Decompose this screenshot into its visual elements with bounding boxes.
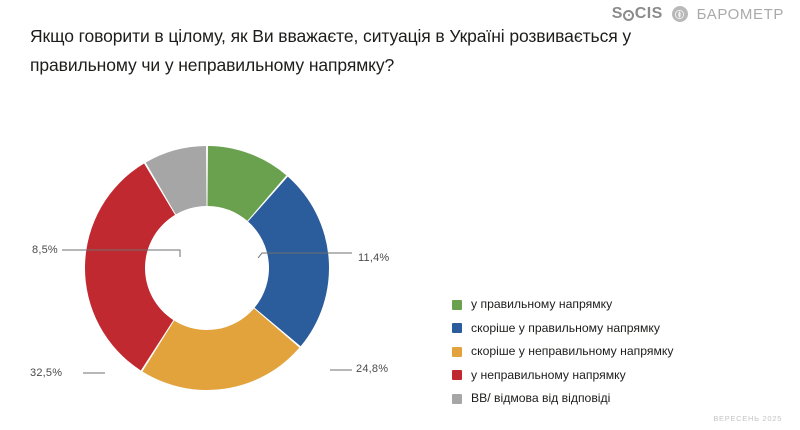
legend-swatch-icon	[452, 370, 462, 380]
data-label-red: 32,5%	[30, 367, 63, 379]
legend-item[interactable]: скоріше у правильному напрямку	[452, 320, 673, 335]
donut-slice[interactable]	[142, 308, 300, 390]
donut-slice[interactable]	[145, 146, 207, 215]
chart-legend: у правильному напрямку скоріше у правильн…	[452, 298, 673, 405]
legend-item-label: у неправильному напрямку	[471, 367, 626, 382]
socis-o-icon	[623, 9, 635, 21]
socis-logo-text-right: CIS	[634, 5, 663, 22]
donut-slices	[84, 146, 329, 390]
donut-slice[interactable]	[84, 163, 176, 371]
legend-item[interactable]: скоріше у неправильному напрямку	[452, 345, 673, 358]
socis-logo-text: S CIS	[612, 6, 663, 22]
barometer-label: БАРОМЕТР	[696, 5, 784, 23]
legend-swatch-icon	[452, 299, 462, 310]
legend-item-label: ВВ/ відмова від відповіді	[471, 391, 611, 405]
legend-swatch-icon	[452, 393, 462, 404]
page-title: Якщо говорити в цілому, як Ви вважаєте, …	[30, 26, 632, 75]
data-label-green: 11,4%	[358, 252, 390, 264]
legend-item-label: скоріше у неправильному напрямку	[471, 344, 674, 358]
socis-logo-text-left: S	[611, 5, 623, 22]
legend-item-label: у правильному напрямку	[471, 297, 613, 311]
leader-line-gray	[62, 249, 181, 257]
donut-slice[interactable]	[248, 176, 329, 347]
data-label-gray: 8,5%	[32, 244, 58, 256]
leader-line-green	[257, 252, 352, 259]
legend-swatch-icon	[452, 346, 462, 357]
legend-item[interactable]: ВВ/ відмова від відповіді	[452, 392, 673, 405]
leader-lines	[62, 249, 352, 374]
legend-swatch-icon	[452, 323, 462, 333]
donut-chart: 11,4% 24,8% 22,8% 32,5% 8,5%	[0, 110, 440, 410]
socis-emblem-icon	[671, 6, 688, 22]
footer-date: ВЕРЕСЕНЬ 2025	[713, 414, 782, 423]
legend-item[interactable]: у правильному напрямку	[452, 298, 673, 311]
legend-item[interactable]: у неправильному напрямку	[452, 367, 673, 382]
donut-slice[interactable]	[207, 146, 287, 221]
data-label-blue: 24,8%	[356, 363, 389, 375]
donut-chart-svg	[62, 146, 352, 390]
legend-item-label: скоріше у правильному напрямку	[471, 320, 660, 335]
brand-header: S CIS БАРОМЕТР	[612, 4, 784, 24]
